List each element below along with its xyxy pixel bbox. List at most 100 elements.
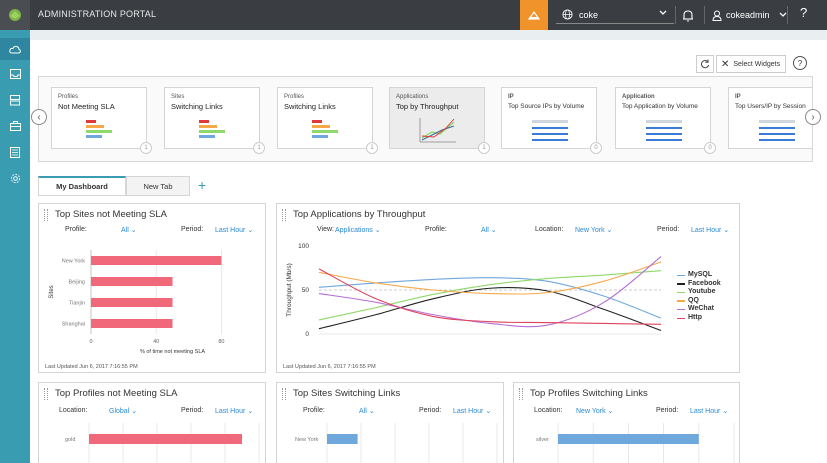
- inbox-icon: [9, 69, 21, 79]
- widget-card-category: Sites: [171, 94, 185, 100]
- period-select[interactable]: Last Hour ⌄: [453, 408, 492, 415]
- widget-count-badge: 0: [590, 142, 602, 154]
- widget-card[interactable]: Application Top Application by Volume 0: [615, 87, 716, 154]
- widget-card-category: Profiles: [284, 94, 305, 100]
- table-thumb-icon: [646, 120, 682, 141]
- drag-handle-icon[interactable]: [44, 388, 48, 400]
- chevron-down-icon: ⌄: [485, 408, 492, 415]
- widget-card[interactable]: Sites Switching Links 1: [164, 87, 265, 154]
- tab-new-tab[interactable]: New Tab: [126, 176, 190, 196]
- y-axis-label: Throughput (Mb/s): [286, 263, 293, 316]
- report-icon: [10, 146, 20, 158]
- view-label: View:: [317, 226, 334, 233]
- x-axis-label: % of time not meeting SLA: [140, 349, 205, 354]
- legend-item: WeChat: [677, 305, 721, 314]
- chevron-down-icon: ⌄: [607, 408, 614, 415]
- app-logo[interactable]: [0, 0, 30, 30]
- legend-swatch: [677, 283, 685, 285]
- divider: [675, 6, 676, 24]
- panel-top-profiles-sla: Top Profiles not Meeting SLA Location: G…: [38, 382, 266, 463]
- carousel-next-button[interactable]: ›: [805, 109, 821, 125]
- widget-card-title: Top Source IPs by Volume: [508, 103, 585, 110]
- profiles-switching-bar-chart: silver: [536, 423, 735, 463]
- bar: [91, 319, 173, 328]
- profile-select[interactable]: All ⌄: [359, 408, 375, 415]
- y-tick-label: 0: [305, 331, 309, 338]
- panel-title: Top Applications by Throughput: [293, 209, 426, 220]
- legend-item: MySQL: [677, 271, 721, 280]
- period-select[interactable]: Last Hour ⌄: [215, 227, 254, 234]
- sidebar-item-toolbox[interactable]: [0, 115, 30, 137]
- profiles-sla-bar-chart: gold: [65, 423, 260, 463]
- widget-count-badge: 1: [366, 142, 378, 154]
- drag-handle-icon[interactable]: [44, 209, 48, 221]
- user-menu[interactable]: cokeadmin: [712, 6, 788, 24]
- user-icon: [712, 10, 722, 21]
- legend-swatch: [677, 300, 685, 302]
- sidebar-item-inbox[interactable]: [0, 63, 30, 85]
- chevron-down-icon: ⌄: [374, 227, 381, 234]
- drag-handle-icon[interactable]: [282, 388, 286, 400]
- widget-count-badge: 1: [140, 142, 152, 154]
- panel-title: Top Profiles not Meeting SLA: [55, 388, 178, 399]
- widget-card[interactable]: Profiles Switching Links 1: [277, 87, 378, 154]
- y-tick-label: 50: [302, 287, 310, 294]
- period-select[interactable]: Last Hour ⌄: [215, 408, 254, 415]
- legend-item: Http: [677, 314, 721, 323]
- notifications-button[interactable]: [678, 5, 698, 25]
- drag-handle-icon[interactable]: [282, 209, 286, 221]
- line-thumb-icon: [419, 118, 456, 143]
- user-name: cokeadmin: [726, 10, 770, 20]
- panel-top-profiles-switching: Top Profiles Switching Links Location: N…: [513, 382, 740, 463]
- location-select[interactable]: New York ⌄: [576, 408, 614, 415]
- close-icon: ✕: [721, 58, 730, 70]
- sites-sla-bar-chart: 0 40 80 New York Beijing Tianjin Shanghai % of …: [49, 250, 224, 354]
- drag-handle-icon[interactable]: [519, 388, 523, 400]
- select-widgets-button[interactable]: ✕ Select Widgets: [716, 55, 786, 73]
- x-tick-label: 40: [153, 339, 159, 345]
- dashboard-tabs: My Dashboard New Tab +: [38, 176, 206, 196]
- view-select[interactable]: Applications ⌄: [335, 227, 381, 234]
- sidebar-item-settings[interactable]: [0, 167, 30, 189]
- chevron-down-icon: [779, 12, 786, 17]
- add-tab-button[interactable]: +: [198, 177, 207, 193]
- widget-card-category: IP: [508, 94, 514, 100]
- x-tick-label: 80: [218, 339, 224, 345]
- profile-select[interactable]: All ⌄: [121, 227, 137, 234]
- help-button[interactable]: ?: [800, 5, 808, 20]
- widget-card-category: IP: [735, 94, 741, 100]
- widget-card[interactable]: IP Top Users/IP by Session: [728, 87, 812, 149]
- site-select[interactable]: coke: [556, 6, 674, 24]
- sidebar-item-cloud[interactable]: [0, 38, 30, 60]
- period-select[interactable]: Last Hour ⌄: [691, 227, 730, 234]
- period-select[interactable]: Last Hour ⌄: [690, 408, 729, 415]
- profile-select[interactable]: All ⌄: [481, 227, 497, 234]
- chevron-down-icon: ⌄: [722, 408, 729, 415]
- y-axis-label: Sites: [49, 285, 55, 298]
- refresh-button[interactable]: [696, 55, 714, 73]
- widgets-help-icon[interactable]: ?: [793, 56, 807, 70]
- legend-swatch: [677, 274, 685, 277]
- location-select[interactable]: Global ⌄: [109, 408, 138, 415]
- divider: [704, 6, 705, 24]
- top-bar: ADMINISTRATION PORTAL coke cokeadmin ?: [0, 0, 827, 30]
- period-label: Period:: [657, 226, 680, 233]
- bar-thumb-icon: [312, 120, 338, 138]
- sidebar-item-reports[interactable]: [0, 141, 30, 163]
- legend-label: Http: [688, 313, 702, 321]
- legend-label: Youtube: [688, 288, 716, 296]
- carousel-prev-button[interactable]: ‹: [31, 109, 47, 125]
- table-thumb-icon: [759, 120, 795, 141]
- alerts-button[interactable]: [520, 0, 548, 30]
- widget-card[interactable]: IP Top Source IPs by Volume 0: [501, 87, 602, 154]
- widget-card[interactable]: Profiles Not Meeting SLA 1: [51, 87, 152, 154]
- bar: [91, 277, 173, 286]
- tab-my-dashboard[interactable]: My Dashboard: [38, 176, 126, 196]
- sidebar-item-servers[interactable]: [0, 89, 30, 111]
- widget-card[interactable]: Applications Top by Throughput 1: [389, 87, 490, 154]
- chevron-down-icon: ⌄: [368, 408, 375, 415]
- period-label: Period:: [656, 407, 679, 414]
- widget-count-badge: 0: [704, 142, 716, 154]
- location-select[interactable]: New York ⌄: [575, 227, 613, 234]
- bar-thumb-icon: [199, 120, 225, 138]
